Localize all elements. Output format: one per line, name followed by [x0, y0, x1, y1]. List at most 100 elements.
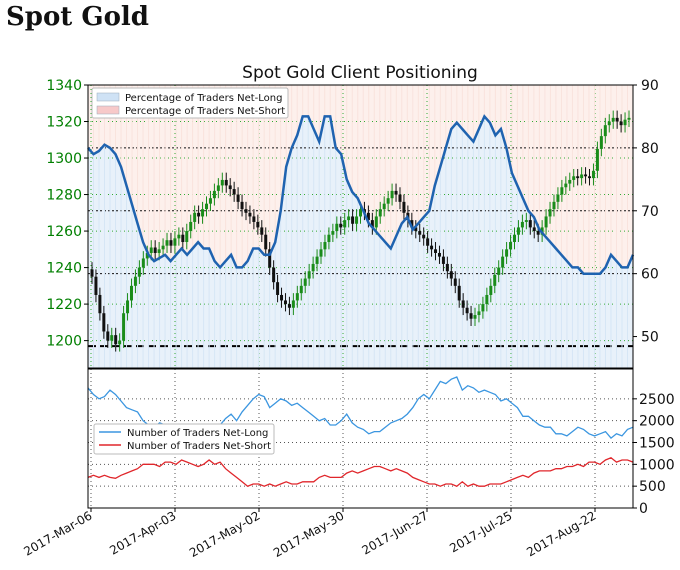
- candle-body: [126, 300, 130, 314]
- net-long-pct-line: [87, 114, 635, 275]
- count-tick-label: 2500: [639, 392, 675, 408]
- candle-body: [299, 285, 303, 294]
- candle-body: [355, 216, 359, 224]
- candle-body: [216, 185, 220, 191]
- candle-body: [303, 278, 307, 286]
- candle-body: [98, 294, 102, 314]
- candle-body: [449, 271, 453, 279]
- candle-body: [382, 203, 386, 210]
- candle-body: [220, 179, 224, 186]
- candle-body: [560, 187, 564, 195]
- candle-body: [165, 240, 169, 246]
- candle-body: [516, 227, 520, 235]
- candle-body: [189, 221, 193, 232]
- candle-body: [595, 148, 599, 171]
- candle-body: [572, 176, 576, 180]
- count-tick-label: 1500: [639, 436, 675, 452]
- candle-body: [465, 307, 469, 314]
- candle-body: [544, 216, 548, 228]
- candle-body: [394, 190, 398, 195]
- candle-body: [173, 238, 177, 246]
- x-tick-label: 2017-Apr-03: [107, 508, 178, 557]
- candle-body: [90, 269, 94, 277]
- candle-body: [327, 234, 331, 243]
- x-tick-label: 2017-Jul-25: [447, 508, 514, 555]
- x-tick-label: 2017-Jun-27: [360, 508, 431, 557]
- candle-body: [374, 216, 378, 228]
- candle-body: [339, 223, 343, 228]
- candle-body: [445, 263, 449, 272]
- candle-body: [434, 249, 438, 253]
- candle-body: [201, 209, 205, 217]
- candle-body: [248, 212, 252, 217]
- candle-body: [212, 190, 216, 199]
- count-tick-label: 0: [639, 501, 648, 517]
- count-tick-label: 1000: [639, 457, 675, 473]
- candle-body: [232, 189, 236, 195]
- candle-body: [461, 300, 465, 308]
- candle-body: [133, 276, 137, 286]
- candle-body: [552, 201, 556, 210]
- count-tick-label: 2000: [639, 414, 675, 430]
- candle-body: [414, 227, 418, 232]
- legend-label: Number of Traders Net-Long: [127, 428, 268, 439]
- price-tick-label: 1260: [46, 224, 82, 240]
- candle-body: [264, 234, 268, 250]
- candle-body: [501, 256, 505, 268]
- candle-body: [580, 174, 584, 179]
- candle-body: [366, 212, 370, 221]
- candle-body: [161, 245, 165, 250]
- candle-body: [493, 274, 497, 286]
- candle-body: [149, 247, 153, 253]
- x-tick-label: 2017-May-30: [271, 508, 346, 560]
- candle-body: [256, 221, 260, 228]
- candle-body: [347, 216, 351, 221]
- candle-body: [584, 174, 588, 177]
- price-tick-label: 1320: [46, 115, 82, 131]
- candle-body: [505, 249, 509, 257]
- x-tick-label: 2017-Mar-06: [21, 508, 94, 558]
- chart-title: Spot Gold Client Positioning: [242, 63, 478, 83]
- candle-body: [272, 267, 276, 283]
- legend-label: Percentage of Traders Net-Short: [125, 106, 285, 117]
- price-tick-label: 1300: [46, 151, 82, 167]
- candle-body: [611, 117, 615, 122]
- candle-body: [177, 234, 181, 239]
- candle-body: [398, 194, 402, 202]
- candle-body: [280, 294, 284, 301]
- price-tick-label: 1220: [46, 297, 82, 313]
- candle-body: [291, 300, 295, 308]
- candle-body: [323, 242, 327, 250]
- bottom-legend-box: [93, 423, 275, 455]
- candle-body: [252, 216, 256, 222]
- candle-body: [473, 315, 477, 319]
- candle-body: [129, 285, 133, 301]
- candle-body: [319, 249, 323, 257]
- candle-body: [193, 212, 197, 222]
- candle-body: [359, 209, 362, 217]
- candle-body: [512, 234, 516, 243]
- pct-tick-label: 90: [641, 78, 659, 94]
- candle-body: [276, 282, 280, 295]
- price-tick-label: 1240: [46, 261, 82, 277]
- candle-body: [390, 190, 394, 199]
- candle-body: [386, 198, 390, 204]
- candle-body: [268, 249, 272, 268]
- candle-body: [331, 231, 335, 235]
- candle-body: [315, 256, 319, 264]
- candle-body: [469, 313, 473, 319]
- candle-body: [520, 221, 524, 228]
- candle-body: [603, 125, 607, 137]
- candle-body: [102, 313, 106, 332]
- candle-body: [370, 220, 374, 228]
- candle-body: [157, 249, 161, 253]
- net-short-count-line: [87, 457, 634, 487]
- net-long-area: [88, 116, 633, 369]
- candle-body: [619, 121, 623, 126]
- candle-body: [509, 242, 513, 250]
- candle-body: [599, 136, 603, 149]
- candle-body: [287, 304, 291, 308]
- candle-body: [141, 258, 145, 268]
- candle-body: [244, 209, 248, 213]
- candle-body: [185, 231, 189, 243]
